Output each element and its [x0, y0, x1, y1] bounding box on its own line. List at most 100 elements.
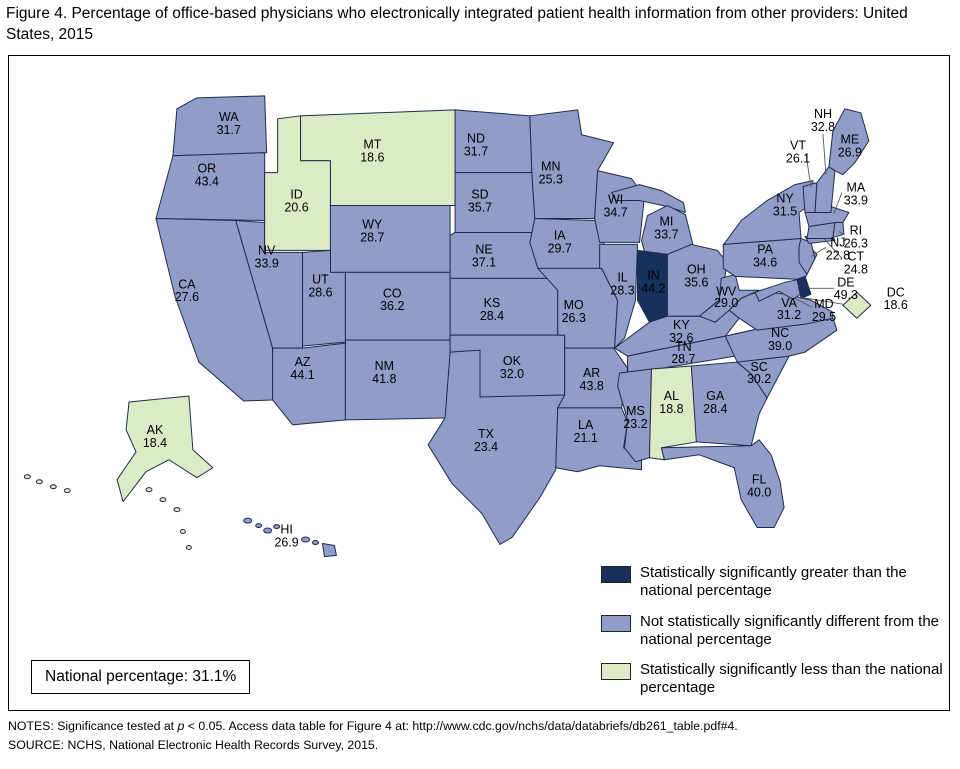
notes-prefix: NOTES: Significance tested at	[8, 719, 178, 733]
us-choropleth-map: WA 31.7 OR 43.4 CA 27.6 NV 33.9 ID 20.6 MT 18.…	[23, 95, 908, 557]
legend-label-greater: Statistically significantly greater than…	[640, 564, 907, 600]
alaska-island	[35, 479, 43, 485]
alaska-island	[145, 487, 153, 493]
legend-item-less: Statistically significantly less than th…	[601, 661, 953, 698]
legend: Statistically significantly greater than…	[601, 564, 953, 710]
state-label-co: CO 36.2	[380, 286, 404, 313]
alaska-island	[173, 507, 181, 513]
state-ks	[449, 277, 559, 336]
leader-line-ct	[823, 238, 843, 259]
legend-label-less: Statistically significantly less than th…	[640, 661, 943, 697]
state-label-tn: TN 28.7	[671, 340, 695, 366]
state-label-wv: WV 29.0	[714, 284, 738, 310]
state-me	[828, 108, 870, 176]
source-line: SOURCE: NCHS, National Electronic Health…	[8, 738, 379, 753]
state-label-ky: KY 32.6	[669, 318, 693, 345]
hawaii-island	[301, 536, 311, 543]
state-label-md: MD 29.5	[812, 297, 836, 324]
hawaii-island	[312, 540, 319, 546]
state-label-fl: FL 40.0	[747, 473, 771, 500]
state-label-nc: NC 39.0	[768, 326, 792, 353]
state-label-mo: MO 26.3	[562, 298, 586, 325]
state-fl	[660, 439, 785, 529]
state-wa	[172, 95, 268, 157]
leader-line-nj	[810, 247, 827, 257]
state-label-nh: NH 32.8	[811, 107, 835, 134]
state-label-ct: CT 24.8	[844, 249, 868, 276]
state-label-ut: UT 28.6	[308, 272, 332, 299]
state-label-sd: SD 35.7	[468, 188, 492, 215]
legend-item-not-different: Not statistically significantly differen…	[601, 613, 953, 650]
notes-line: NOTES: Significance tested at p < 0.05. …	[8, 717, 956, 736]
leader-line-ri	[838, 231, 845, 235]
state-nh	[814, 166, 836, 214]
state-label-nd: ND 31.7	[464, 132, 488, 159]
hawaii-island	[321, 543, 337, 557]
state-label-oh: OH 35.6	[684, 262, 708, 289]
alaska-island	[185, 545, 192, 550]
state-dc-marker	[842, 291, 872, 319]
hawaii-island	[243, 517, 253, 524]
legend-label-not-different: Not statistically significantly differen…	[640, 612, 940, 648]
state-wy	[329, 205, 451, 273]
state-label-wi: WI 34.7	[603, 193, 627, 220]
state-de	[796, 275, 812, 299]
state-label-nj: NJ 22.8	[826, 235, 850, 262]
state-label-ok: OK 32.0	[500, 354, 524, 381]
state-label-ca: CA 27.6	[175, 277, 199, 304]
alaska-island	[159, 497, 167, 503]
leader-line-ma	[833, 192, 843, 214]
state-label-va: VA 31.2	[777, 296, 801, 322]
leader-line-nh	[822, 133, 827, 175]
state-label-mn: MN 25.3	[539, 160, 563, 187]
state-label-vt: VT 26.1	[786, 139, 810, 166]
legend-swatch-less	[601, 663, 631, 681]
state-ak	[116, 395, 214, 503]
hawaii-island	[273, 524, 281, 530]
state-label-al: AL 18.8	[659, 389, 683, 416]
figure-frame: WA 31.7 OR 43.4 CA 27.6 NV 33.9 ID 20.6 MT 18.…	[8, 55, 950, 711]
state-label-ne: NE 37.1	[472, 242, 496, 269]
hawaii-island	[255, 523, 263, 529]
state-label-nm: NM 41.8	[372, 359, 396, 386]
notes-p-italic: p	[177, 719, 185, 733]
state-label-ga: GA 28.4	[703, 389, 727, 416]
leader-line-vt	[805, 153, 812, 188]
state-nm	[344, 339, 451, 421]
state-label-de: DE 49.3	[834, 275, 858, 302]
leader-line-md	[794, 297, 813, 308]
legend-swatch-not-different	[601, 614, 631, 632]
state-label-ks: KS 28.4	[480, 296, 504, 323]
state-wv	[698, 273, 760, 323]
state-label-sc: SC 30.2	[747, 360, 771, 386]
alaska-island	[49, 484, 57, 490]
state-ny	[722, 180, 814, 245]
state-label-ma: MA 33.9	[844, 181, 868, 208]
alaska-island	[23, 474, 31, 480]
state-tx	[427, 349, 566, 546]
state-label-ny: NY 31.5	[773, 192, 797, 219]
legend-swatch-greater	[601, 566, 631, 583]
state-label-hi: HI 26.9	[274, 523, 298, 550]
state-label-in: IN 44.2	[641, 268, 665, 295]
state-label-mt: MT 18.6	[360, 138, 384, 165]
state-label-ar: AR 43.8	[580, 366, 604, 393]
alaska-island	[179, 529, 186, 535]
leader-line-dc	[800, 296, 843, 305]
state-label-me: ME 26.9	[838, 133, 862, 160]
state-label-id: ID 20.6	[284, 188, 308, 215]
legend-item-greater: Statistically significantly greater than…	[601, 564, 953, 601]
state-label-tx: TX 23.4	[474, 427, 498, 454]
state-label-la: LA 21.1	[574, 418, 598, 445]
state-label-or: OR 43.4	[195, 162, 219, 189]
state-label-pa: PA 34.6	[753, 242, 777, 269]
hawaii-island	[263, 527, 273, 534]
state-label-nv: NV 33.9	[255, 243, 279, 270]
state-la	[555, 407, 643, 473]
state-label-il: IL 28.3	[610, 270, 634, 297]
state-label-ia: IA 29.7	[548, 228, 572, 255]
state-label-mi: MI 33.7	[654, 214, 678, 241]
alaska-island	[63, 488, 71, 494]
state-label-ri: RI 26.3	[844, 223, 868, 250]
state-label-wy: WY 28.7	[360, 217, 384, 244]
